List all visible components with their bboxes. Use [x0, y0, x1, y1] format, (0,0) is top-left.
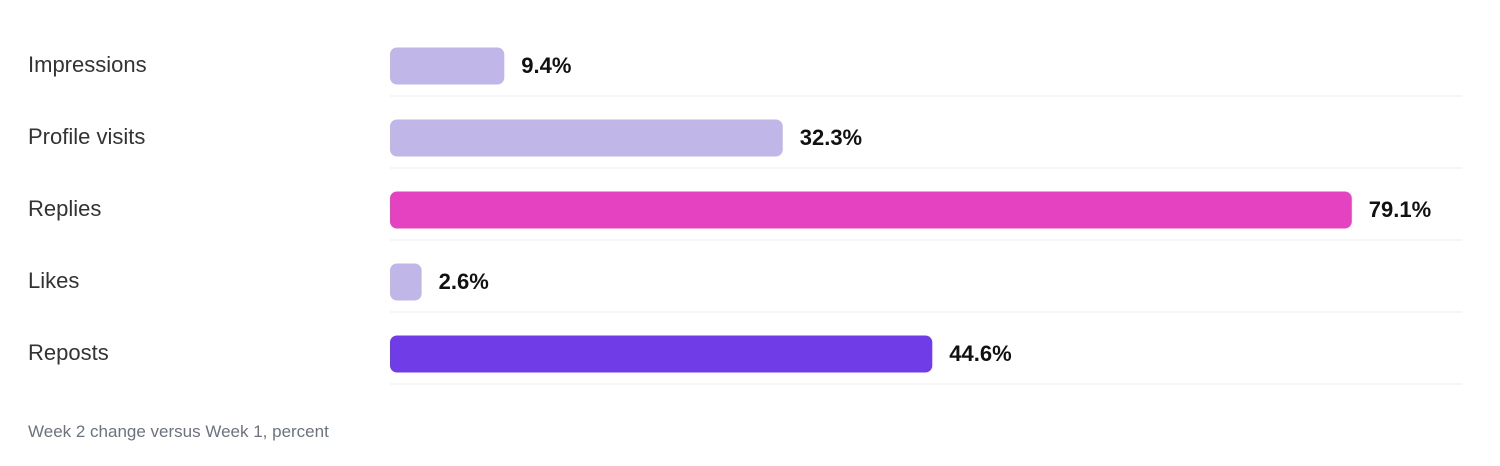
- bar-chart: Impressions 9.4% Profile visits 32.3% Replie…: [28, 47, 1462, 385]
- bar-reposts: [390, 335, 933, 373]
- value-label-likes: 2.6%: [439, 269, 489, 294]
- bar-likes: [390, 263, 422, 301]
- bar-replies: [390, 191, 1352, 229]
- value-label-profile-visits: 32.3%: [800, 125, 862, 150]
- bar-profile-visits: [390, 119, 783, 157]
- chart-caption: Week 2 change versus Week 1, percent: [28, 422, 329, 441]
- value-label-reposts: 44.6%: [949, 341, 1011, 366]
- bar-impressions: [390, 47, 505, 85]
- category-label-replies: Replies: [28, 196, 101, 221]
- category-label-impressions: Impressions: [28, 52, 147, 77]
- value-label-impressions: 9.4%: [521, 53, 571, 78]
- category-label-likes: Likes: [28, 268, 79, 293]
- value-label-replies: 79.1%: [1369, 197, 1431, 222]
- category-label-profile-visits: Profile visits: [28, 124, 145, 149]
- category-label-reposts: Reposts: [28, 340, 109, 365]
